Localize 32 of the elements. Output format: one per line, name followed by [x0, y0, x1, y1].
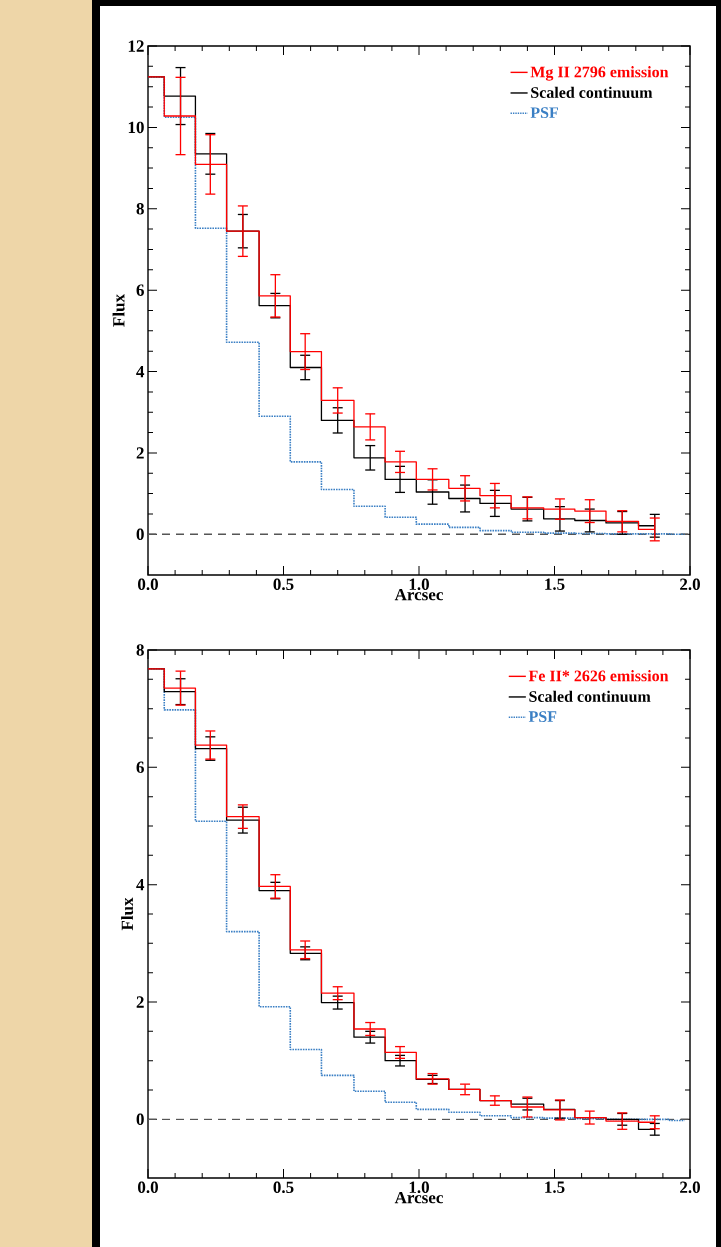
y-tick-label: 8 — [136, 203, 144, 215]
y-tick-label: 4 — [136, 365, 145, 378]
y-axis-title: Flux — [121, 897, 134, 931]
x-tick-label: 1.0 — [409, 1181, 429, 1194]
y-tick-label: 0 — [136, 1113, 144, 1126]
y-tick-label: 6 — [136, 761, 144, 774]
legend-label: Scaled continuum — [531, 86, 653, 98]
x-tick-label: 1.5 — [545, 1181, 565, 1193]
y-tick-label: 2 — [136, 996, 144, 1008]
y-tick-label: 8 — [136, 644, 144, 656]
x-axis-title: Arcsec — [394, 1191, 443, 1204]
x-tick-label: 0.0 — [138, 1181, 158, 1194]
legend-label: PSF — [530, 107, 558, 119]
legend-label: Scaled continuum — [529, 690, 651, 702]
legend-label: Fe II* 2626 emission — [528, 670, 669, 682]
legend-label: PSF — [528, 711, 557, 722]
y-tick-label: 2 — [136, 447, 144, 459]
y-tick-label: 12 — [128, 40, 144, 52]
x-tick-label: 0.5 — [273, 1181, 294, 1194]
y-tick-label: 4 — [136, 879, 145, 891]
x-tick-label: 1.0 — [409, 578, 429, 591]
legend-label: Mg II 2796 emission — [530, 66, 669, 81]
x-axis-title: Arcsec — [394, 588, 443, 601]
x-tick-label: 0.5 — [273, 578, 294, 591]
x-tick-label: 2.0 — [680, 1181, 700, 1194]
y-axis-title: Flux — [112, 294, 125, 327]
x-tick-label: 2.0 — [680, 578, 700, 591]
x-tick-label: 1.5 — [545, 578, 565, 590]
y-tick-label: 10 — [128, 121, 144, 134]
y-tick-label: 6 — [136, 284, 144, 296]
x-tick-label: 0.0 — [138, 578, 158, 591]
y-tick-label: 0 — [136, 528, 144, 541]
